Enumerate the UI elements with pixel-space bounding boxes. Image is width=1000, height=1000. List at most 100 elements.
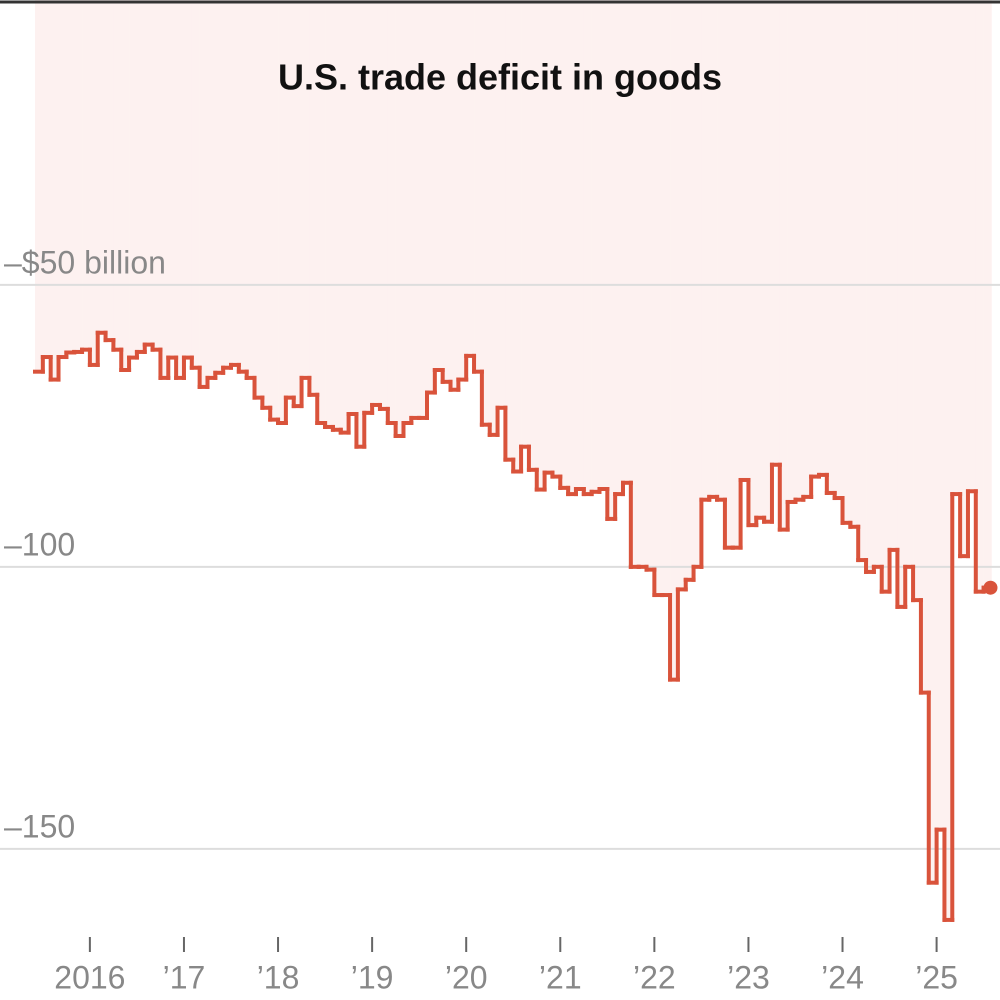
deficit-area [129,0,138,358]
deficit-area [787,0,796,502]
deficit-area [928,0,937,883]
deficit-area [66,0,75,353]
deficit-area [677,0,687,590]
deficit-area [748,0,757,526]
x-tick-label: ’23 [727,959,770,995]
deficit-area [474,0,483,372]
deficit-area [685,0,694,580]
deficit-area [450,0,459,390]
deficit-area [325,0,334,427]
y-tick-label: –100 [4,526,75,562]
x-tick-label: ’25 [915,959,958,995]
deficit-area [50,0,59,380]
deficit-area [356,0,365,447]
deficit-area [889,0,898,550]
deficit-area [638,0,647,567]
deficit-area [599,0,608,490]
deficit-area [246,0,255,378]
deficit-area [967,0,977,492]
deficit-area [332,0,342,430]
deficit-area [975,0,984,592]
deficit-area [913,0,922,601]
deficit-area [936,0,945,830]
deficit-area [136,0,146,352]
deficit-area [285,0,295,398]
grid-layer: –$50 billion –100 –150 2016 ’17 ’18 ’19 ’20 ’21 ’… [0,244,1000,995]
deficit-area [505,0,514,460]
deficit-area [795,0,804,500]
deficit-area [379,0,389,409]
x-tick-label: ’21 [539,959,582,995]
deficit-area [905,0,914,567]
deficit-area [583,0,592,495]
deficit-area [662,0,671,596]
deficit-area [411,0,420,418]
deficit-area [740,0,749,480]
deficit-area [207,0,216,378]
deficit-area [850,0,859,527]
deficit-area [58,0,67,358]
deficit-area [654,0,663,596]
deficit-area [591,0,600,492]
deficit-area [395,0,404,436]
deficit-area [803,0,812,497]
deficit-area [340,0,349,433]
deficit-area [481,0,491,425]
deficit-area [89,0,99,365]
deficit-area [309,0,318,395]
deficit-area [168,0,177,358]
deficit-area [497,0,506,408]
deficit-area [387,0,396,424]
deficit-area [873,0,883,567]
deficit-area [144,0,153,345]
deficit-area [372,0,381,405]
deficit-area [270,0,279,420]
deficit-area [944,0,953,920]
deficit-area [623,0,632,483]
deficit-area [191,0,200,368]
deficit-area [215,0,224,373]
deficit-area [238,0,247,372]
deficit-area [701,0,710,500]
deficit-area [607,0,616,519]
deficit-area [231,0,240,365]
deficit-area [35,0,44,372]
deficit-area [317,0,326,424]
deficit-area [834,0,843,499]
deficit-area [105,0,114,341]
x-tick-label: 2016 [54,959,125,995]
deficit-area [74,0,83,352]
y-tick-label: –$50 billion [4,244,166,280]
deficit-area [176,0,185,378]
deficit-area [160,0,169,378]
x-tick-label: ’24 [821,959,864,995]
deficit-area [724,0,734,548]
deficit-area [97,0,106,333]
deficit-area [779,0,788,530]
deficit-area [960,0,969,557]
deficit-area [293,0,302,407]
deficit-area [764,0,773,522]
x-tick-label: ’22 [633,959,676,995]
deficit-area [403,0,412,424]
deficit-area [301,0,310,378]
line-layer [33,330,998,922]
deficit-area [575,0,585,490]
area-layer [35,0,992,920]
deficit-area [756,0,765,518]
deficit-area [544,0,553,473]
deficit-area [183,0,193,358]
deficit-area [528,0,538,470]
deficit-area [42,0,51,358]
deficit-area [732,0,741,548]
deficit-area [858,0,867,561]
deficit-area [434,0,443,370]
deficit-area [897,0,906,607]
deficit-area [348,0,357,414]
deficit-area [442,0,451,382]
deficit-area [278,0,287,424]
deficit-area [811,0,820,477]
deficit-area [521,0,530,447]
